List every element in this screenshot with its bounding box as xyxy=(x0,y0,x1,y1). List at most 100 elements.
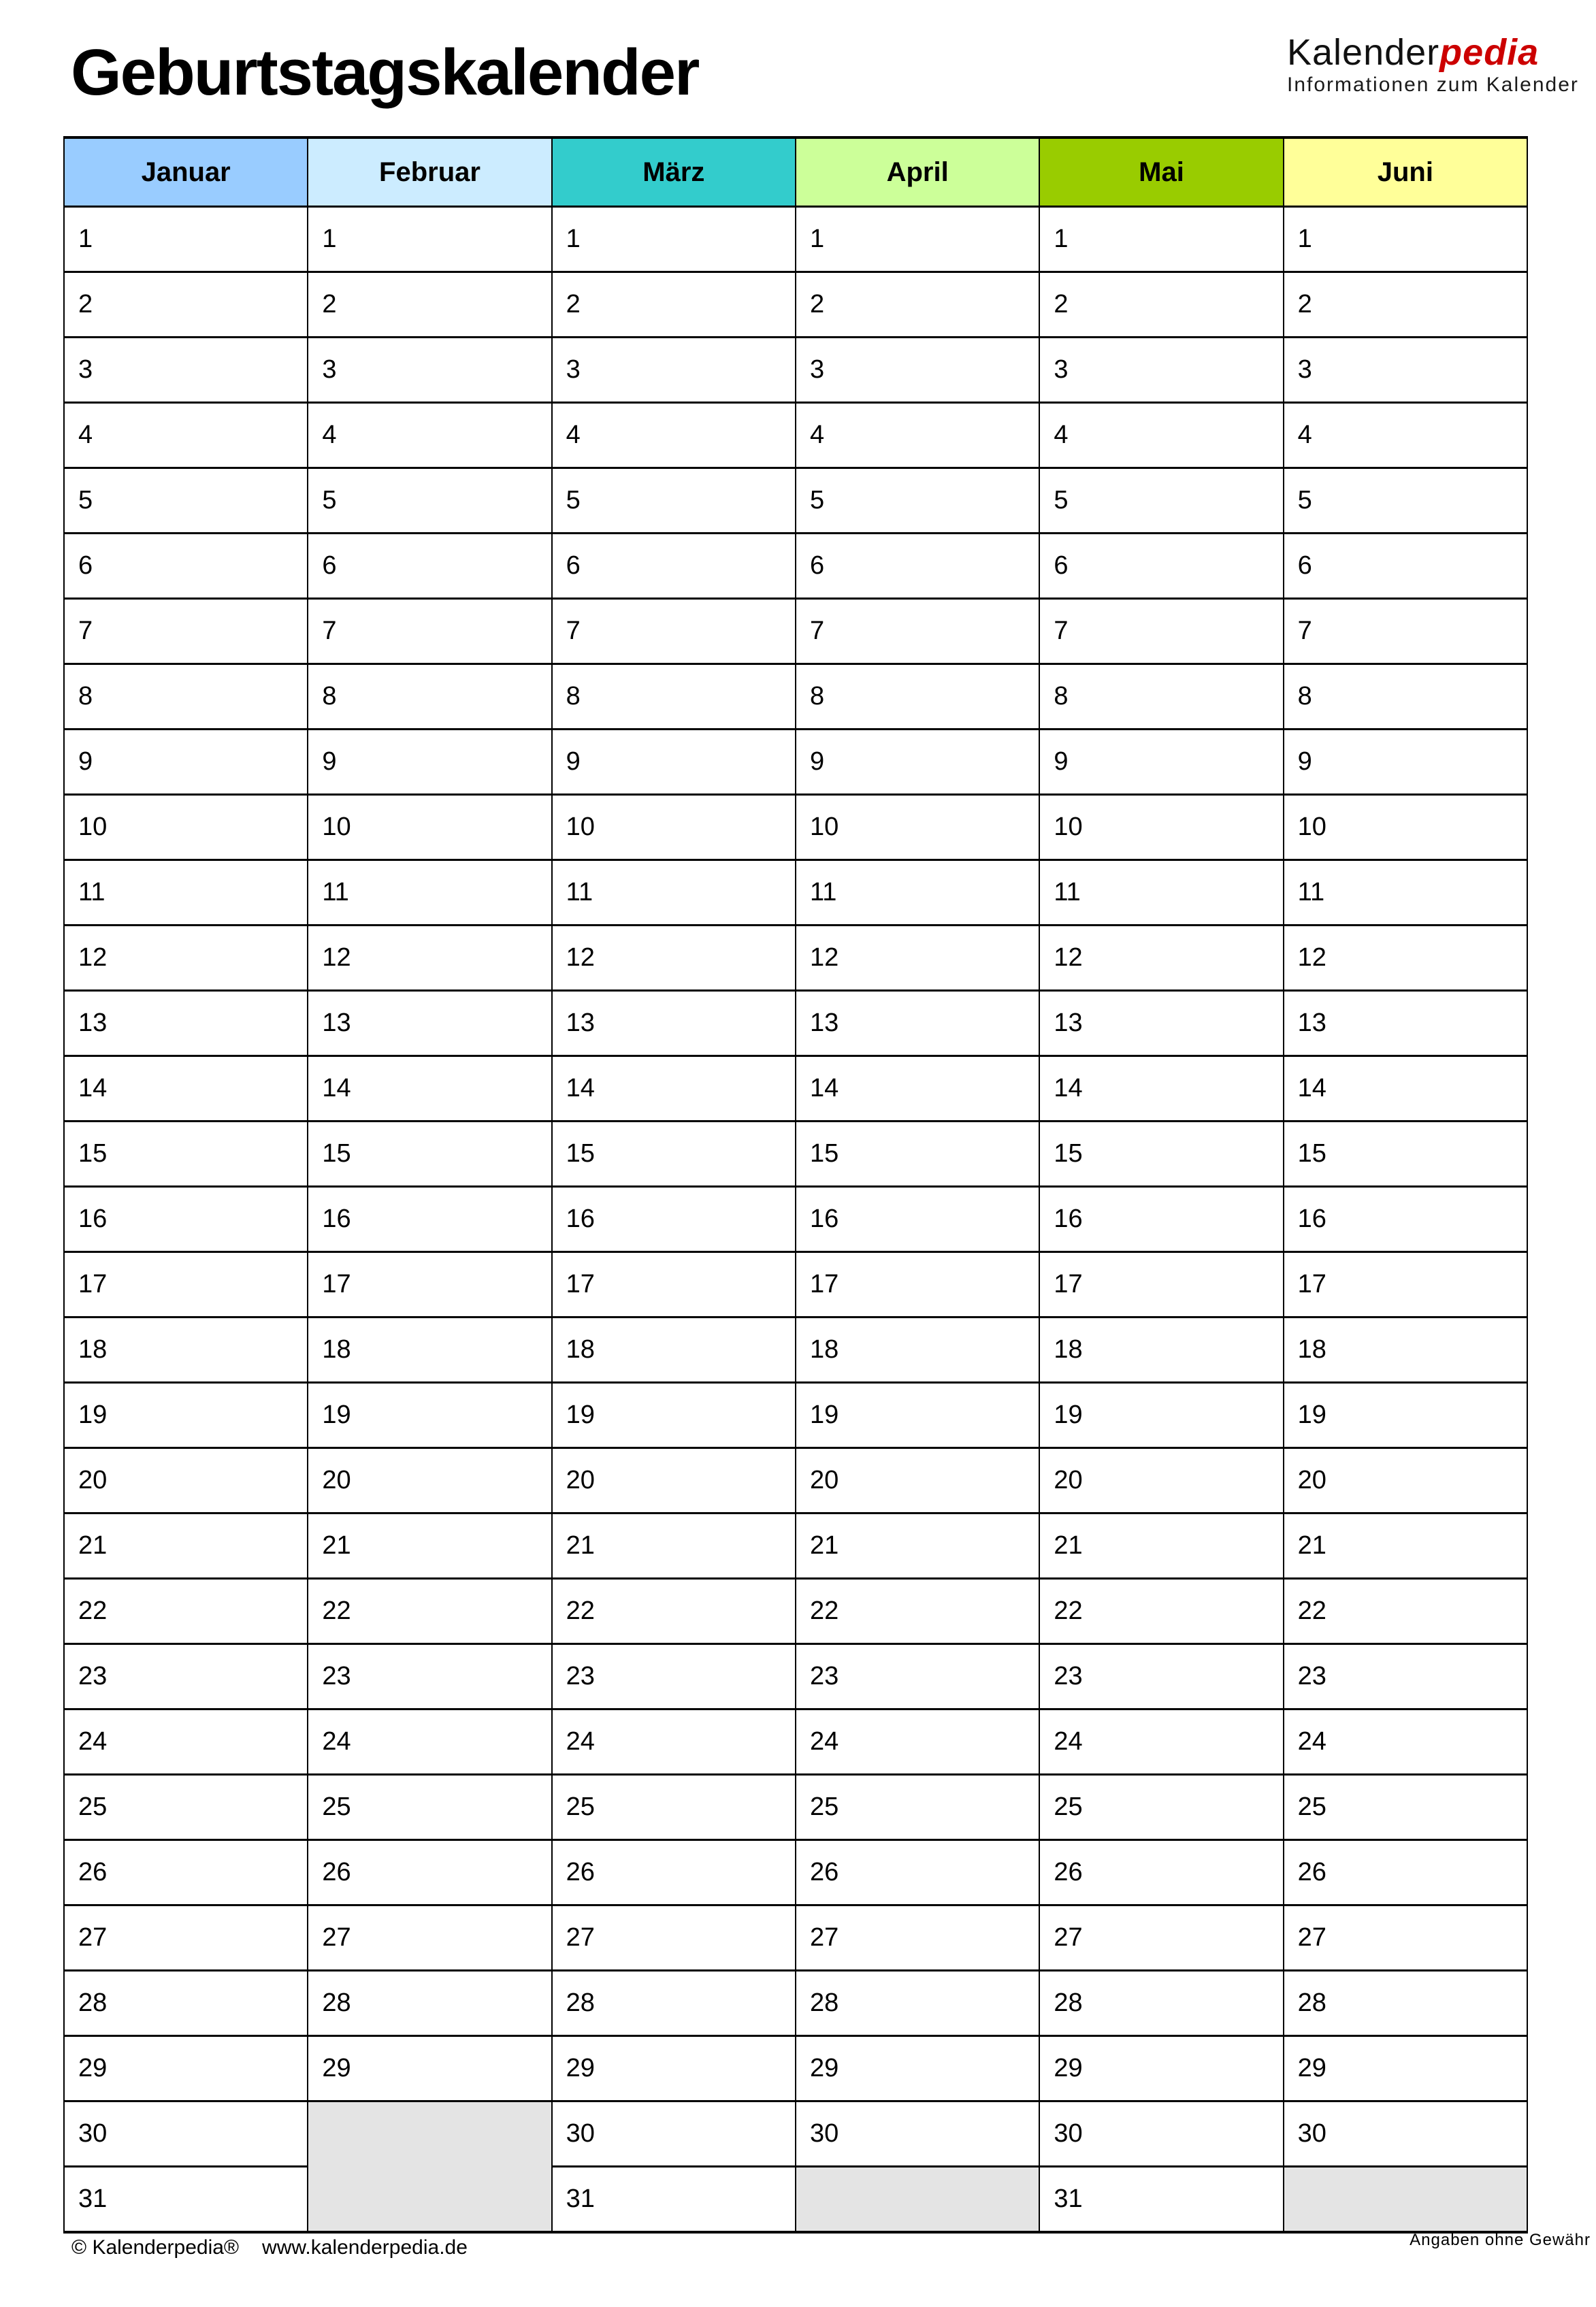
day-cell-mai-21: 21 xyxy=(1039,1512,1284,1580)
calendar-row-15: 15 15 15 15 15 15 xyxy=(63,1120,1529,1188)
day-cell-mai-10: 10 xyxy=(1039,793,1284,861)
day-cell-juni-17: 17 xyxy=(1282,1251,1529,1318)
day-cell-maerz-24: 24 xyxy=(551,1708,796,1776)
day-cell-juni-7: 7 xyxy=(1282,598,1529,665)
day-cell-maerz-25: 25 xyxy=(551,1773,796,1841)
day-cell-juni-6: 6 xyxy=(1282,532,1529,600)
day-cell-april-4: 4 xyxy=(794,402,1041,469)
day-cell-januar-12: 12 xyxy=(63,924,309,992)
day-cell-juni-3: 3 xyxy=(1282,336,1529,404)
calendar-row-12: 12 12 12 12 12 12 xyxy=(63,924,1529,992)
calendar-row-11: 11 11 11 11 11 11 xyxy=(63,859,1529,926)
day-cell-januar-15: 15 xyxy=(63,1120,309,1188)
day-cell-juni-21: 21 xyxy=(1282,1512,1529,1580)
day-cell-juni-24: 24 xyxy=(1282,1708,1529,1776)
day-cell-januar-7: 7 xyxy=(63,598,309,665)
day-cell-februar-2: 2 xyxy=(307,271,553,338)
day-cell-mai-11: 11 xyxy=(1039,859,1284,926)
day-cell-juni-5: 5 xyxy=(1282,467,1529,534)
day-cell-januar-3: 3 xyxy=(63,336,309,404)
day-cell-juni-29: 29 xyxy=(1282,2035,1529,2102)
day-cell-april-20: 20 xyxy=(794,1447,1041,1514)
day-cell-april-29: 29 xyxy=(794,2035,1041,2102)
day-cell-januar-4: 4 xyxy=(63,402,309,469)
day-cell-mai-25: 25 xyxy=(1039,1773,1284,1841)
day-cell-maerz-5: 5 xyxy=(551,467,796,534)
day-cell-maerz-23: 23 xyxy=(551,1643,796,1710)
day-cell-januar-24: 24 xyxy=(63,1708,309,1776)
day-cell-april-24: 24 xyxy=(794,1708,1041,1776)
day-cell-februar-8: 8 xyxy=(307,663,553,730)
empty-day-cell-april xyxy=(794,2165,1041,2234)
day-cell-februar-7: 7 xyxy=(307,598,553,665)
day-cell-mai-31: 31 xyxy=(1039,2165,1284,2234)
day-cell-februar-27: 27 xyxy=(307,1904,553,1971)
day-cell-mai-19: 19 xyxy=(1039,1381,1284,1449)
day-cell-februar-3: 3 xyxy=(307,336,553,404)
day-cell-mai-30: 30 xyxy=(1039,2100,1284,2167)
calendar-row-21: 21 21 21 21 21 21 xyxy=(63,1512,1529,1580)
day-cell-januar-1: 1 xyxy=(63,206,309,273)
day-cell-april-11: 11 xyxy=(794,859,1041,926)
day-cell-maerz-28: 28 xyxy=(551,1969,796,2037)
footer-disclaimer: Angaben ohne Gewähr xyxy=(1410,2231,1591,2249)
day-cell-maerz-3: 3 xyxy=(551,336,796,404)
month-header-maerz: März xyxy=(551,136,796,208)
month-header-juni: Juni xyxy=(1282,136,1529,208)
day-cell-mai-2: 2 xyxy=(1039,271,1284,338)
day-cell-maerz-8: 8 xyxy=(551,663,796,730)
calendar-row-17: 17 17 17 17 17 17 xyxy=(63,1251,1529,1318)
day-cell-april-9: 9 xyxy=(794,728,1041,796)
day-cell-juni-1: 1 xyxy=(1282,206,1529,273)
day-cell-mai-24: 24 xyxy=(1039,1708,1284,1776)
calendar-row-19: 19 19 19 19 19 19 xyxy=(63,1381,1529,1449)
day-cell-januar-30: 30 xyxy=(63,2100,309,2167)
day-cell-mai-20: 20 xyxy=(1039,1447,1284,1514)
month-header-row: Januar Februar März April Mai Juni xyxy=(63,136,1529,208)
day-cell-april-28: 28 xyxy=(794,1969,1041,2037)
day-cell-juni-26: 26 xyxy=(1282,1839,1529,1906)
calendar-row-22: 22 22 22 22 22 22 xyxy=(63,1577,1529,1645)
empty-day-cell-februar xyxy=(307,2100,553,2234)
day-cell-januar-26: 26 xyxy=(63,1839,309,1906)
day-cell-maerz-10: 10 xyxy=(551,793,796,861)
day-cell-juni-23: 23 xyxy=(1282,1643,1529,1710)
day-cell-februar-21: 21 xyxy=(307,1512,553,1580)
logo-subtitle: Informationen zum Kalender xyxy=(1287,73,1579,97)
day-cell-maerz-13: 13 xyxy=(551,989,796,1057)
day-cell-april-12: 12 xyxy=(794,924,1041,992)
calendar-row-31: 31 31 31 xyxy=(63,2165,1529,2234)
day-cell-mai-29: 29 xyxy=(1039,2035,1284,2102)
day-cell-mai-27: 27 xyxy=(1039,1904,1284,1971)
day-cell-maerz-15: 15 xyxy=(551,1120,796,1188)
day-cell-april-3: 3 xyxy=(794,336,1041,404)
day-cell-februar-6: 6 xyxy=(307,532,553,600)
day-cell-mai-17: 17 xyxy=(1039,1251,1284,1318)
day-cell-januar-14: 14 xyxy=(63,1055,309,1122)
day-cell-april-8: 8 xyxy=(794,663,1041,730)
day-cell-maerz-12: 12 xyxy=(551,924,796,992)
month-header-april: April xyxy=(794,136,1041,208)
day-cell-juni-16: 16 xyxy=(1282,1185,1529,1253)
day-cell-juni-30: 30 xyxy=(1282,2100,1529,2167)
day-cell-april-13: 13 xyxy=(794,989,1041,1057)
day-cell-juni-18: 18 xyxy=(1282,1316,1529,1384)
day-cell-februar-18: 18 xyxy=(307,1316,553,1384)
month-header-mai: Mai xyxy=(1039,136,1284,208)
footer-left: © Kalenderpedia® www.kalenderpedia.de xyxy=(71,2236,468,2259)
day-cell-januar-31: 31 xyxy=(63,2165,309,2234)
day-cell-april-25: 25 xyxy=(794,1773,1041,1841)
calendar-row-20: 20 20 20 20 20 20 xyxy=(63,1447,1529,1514)
day-cell-februar-20: 20 xyxy=(307,1447,553,1514)
day-cell-maerz-26: 26 xyxy=(551,1839,796,1906)
day-cell-april-30: 30 xyxy=(794,2100,1041,2167)
day-cell-april-27: 27 xyxy=(794,1904,1041,1971)
day-cell-mai-28: 28 xyxy=(1039,1969,1284,2037)
day-cell-maerz-31: 31 xyxy=(551,2165,796,2234)
day-cell-april-23: 23 xyxy=(794,1643,1041,1710)
day-cell-mai-26: 26 xyxy=(1039,1839,1284,1906)
